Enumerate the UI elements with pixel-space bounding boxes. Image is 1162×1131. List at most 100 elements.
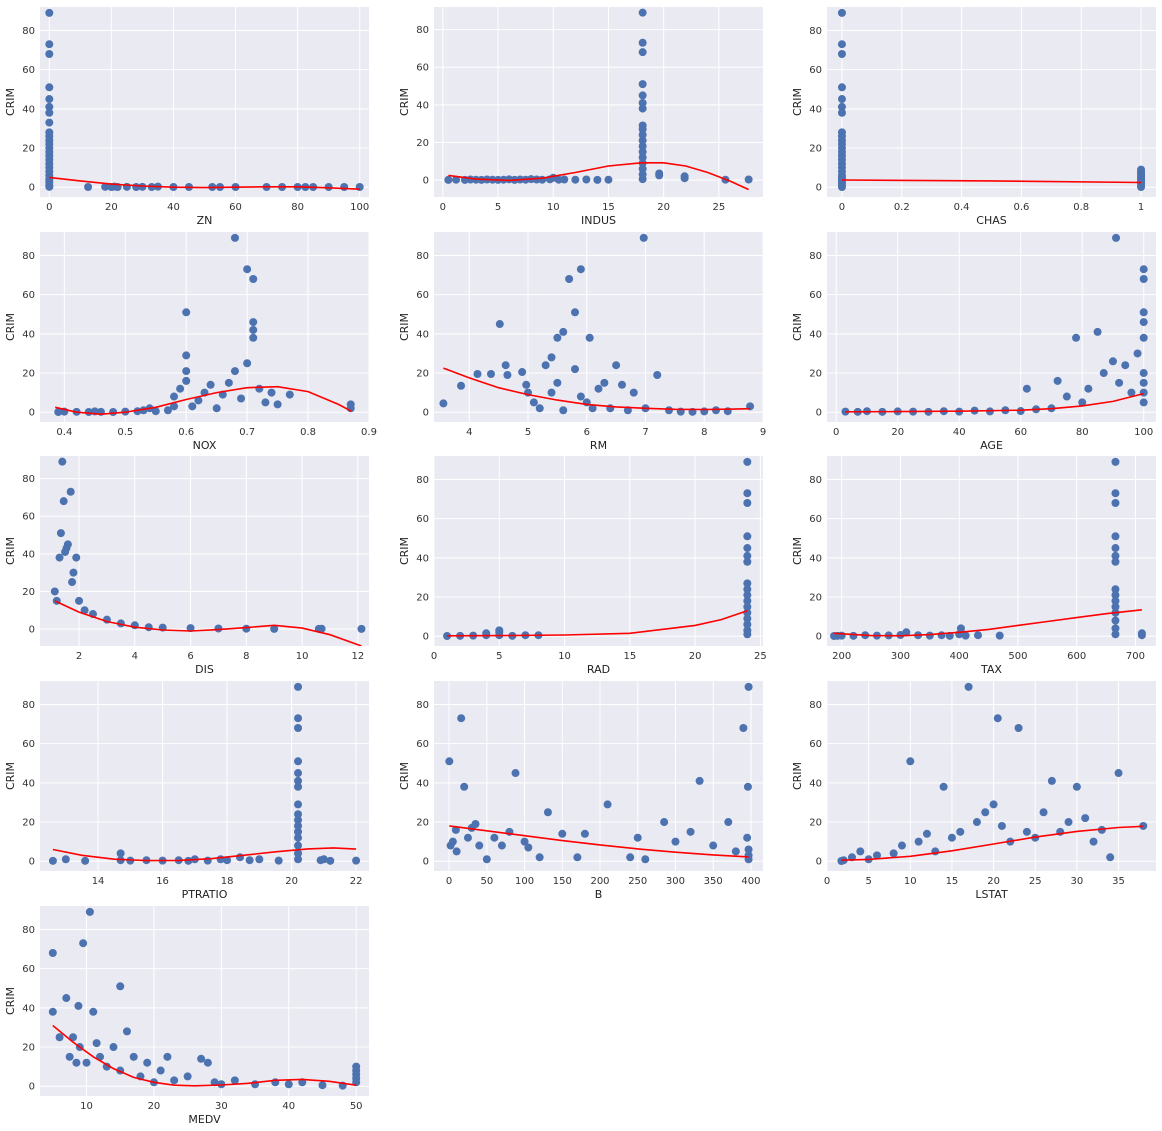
scatter-point	[1072, 782, 1081, 791]
fit-line	[52, 847, 357, 862]
subplot-lstat: 0 5 10 15 20 25 30 35 0 20 40 60 80 LSTAT CRIM	[791, 681, 1156, 901]
scatter-series	[841, 233, 1148, 416]
scatter-point	[352, 1062, 361, 1071]
y-tick-label: 80	[22, 26, 35, 37]
scatter-point	[294, 714, 303, 723]
scatter-point	[638, 147, 647, 156]
scatter-point	[724, 818, 733, 827]
scatter-point	[653, 370, 662, 379]
fit-line	[845, 392, 1144, 413]
plot-area	[40, 681, 369, 871]
scatter-point	[1097, 825, 1106, 834]
y-axis-label: CRIM	[791, 537, 804, 565]
x-tick-label: 0	[824, 876, 830, 887]
scatter-point	[501, 361, 510, 370]
scatter-point	[1111, 557, 1120, 566]
x-tick-label: 300	[666, 876, 685, 887]
scatter-point	[524, 843, 533, 852]
scatter-point	[1115, 378, 1124, 387]
subplot-ptratio: 14 16 18 20 22 0 20 40 60 80 PTRATIO CRIM	[4, 681, 369, 901]
scatter-point	[473, 370, 482, 379]
scatter-point	[1111, 616, 1120, 625]
scatter-point	[580, 829, 589, 838]
scatter-point	[837, 83, 846, 92]
scatter-point	[210, 1078, 219, 1087]
x-tick-label: 50	[480, 876, 493, 887]
fit-line	[443, 367, 751, 411]
fit-line	[841, 179, 1142, 184]
x-tick-label: 20	[105, 202, 118, 213]
scatter-point	[144, 623, 153, 632]
x-tick-label: 400	[741, 876, 760, 887]
x-tick-label: 10	[904, 876, 917, 887]
x-tick-label: 0.8	[1073, 202, 1089, 213]
scatter-point	[576, 265, 585, 274]
x-tick-label: 60	[229, 202, 242, 213]
x-tick-label: 9	[760, 427, 766, 438]
fit-line	[54, 600, 362, 646]
y-tick-label: 0	[29, 625, 35, 636]
y-axis-label: CRIM	[4, 762, 17, 790]
scatter-point	[1112, 233, 1121, 242]
y-axis-label: CRIM	[4, 88, 17, 116]
scatter-point	[54, 408, 63, 417]
scatter-point	[914, 837, 923, 846]
scatter-point	[641, 855, 650, 864]
scatter-point	[872, 851, 881, 860]
scatter-point	[59, 497, 68, 506]
x-tick-label: 2	[76, 651, 82, 662]
scatter-point	[744, 845, 753, 854]
scatter-point	[1111, 630, 1120, 639]
x-axis-label: LSTAT	[975, 888, 1008, 901]
scatter-point	[237, 394, 246, 403]
y-axis-label: CRIM	[791, 313, 804, 341]
scatter-point	[182, 376, 191, 385]
scatter-point	[1039, 808, 1048, 817]
y-tick-label: 60	[22, 512, 35, 523]
scatter-point	[261, 398, 270, 407]
subplot-medv: 10 20 30 40 50 0 20 40 60 80 MEDV CRIM	[4, 906, 369, 1126]
plot-area	[40, 906, 369, 1096]
scatter-point	[560, 175, 569, 184]
scatter-point	[294, 827, 303, 836]
x-tick-label: 30	[215, 1101, 228, 1112]
scatter-point	[318, 1081, 327, 1090]
x-axis-label: ZN	[197, 214, 213, 227]
x-tick-label: 7	[642, 427, 648, 438]
x-axis-label: B	[595, 888, 603, 901]
scatter-point	[638, 164, 647, 173]
scatter-point	[81, 856, 90, 865]
scatter-point	[1139, 388, 1148, 397]
scatter-point	[655, 169, 664, 178]
scatter-point	[50, 587, 59, 596]
scatter-point	[206, 380, 215, 389]
y-tick-label: 40	[809, 104, 822, 115]
y-tick-label: 60	[809, 290, 822, 301]
y-tick-label: 0	[816, 183, 822, 194]
scatter-point	[45, 40, 54, 49]
y-tick-label: 80	[416, 475, 429, 486]
x-tick-label: 60	[1014, 427, 1027, 438]
scatter-point	[1111, 544, 1120, 553]
x-tick-label: 4	[132, 651, 138, 662]
scatter-point	[638, 130, 647, 139]
scatter-point	[743, 585, 752, 594]
x-tick-label: 20	[987, 876, 1000, 887]
x-tick-label: 6	[584, 427, 590, 438]
plot-area	[434, 232, 763, 422]
x-tick-label: 0.5	[117, 427, 133, 438]
scatter-point	[743, 782, 752, 791]
scatter-point	[937, 631, 946, 640]
scatter-point	[294, 841, 303, 850]
scatter-point	[541, 361, 550, 370]
x-tick-label: 700	[1126, 651, 1145, 662]
scatter-point	[743, 591, 752, 600]
scatter-point	[1093, 327, 1102, 336]
y-tick-label: 0	[423, 857, 429, 868]
x-tick-label: 0	[46, 202, 52, 213]
fit-line	[448, 162, 749, 191]
scatter-point	[294, 800, 303, 809]
scatter-point	[182, 308, 191, 317]
subplot-b: 0 50 100 150 200 250 300 350 400 0 20 40 60 80 B CRIM	[398, 681, 763, 901]
scatter-point	[243, 359, 252, 368]
